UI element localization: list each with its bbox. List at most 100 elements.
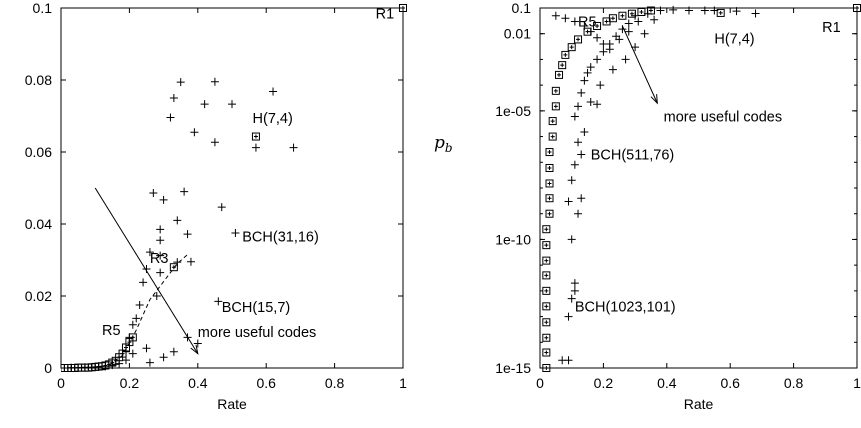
- x-tick-label: 0.4: [657, 375, 677, 391]
- plus-point: [132, 314, 141, 323]
- plus-point: [570, 112, 579, 121]
- plus-point: [656, 6, 665, 15]
- plus-point: [228, 100, 236, 109]
- plus-point: [586, 98, 595, 107]
- square-point: [399, 4, 407, 12]
- square-point: [618, 11, 627, 20]
- square-marker-plus: [855, 6, 859, 10]
- plus-point: [574, 209, 583, 218]
- square-marker-plus: [639, 9, 644, 14]
- plus-point: [564, 312, 573, 321]
- square-marker: [545, 163, 554, 172]
- square-marker-plus: [569, 45, 574, 50]
- square-marker-plus: [648, 8, 653, 13]
- square-point: [593, 21, 602, 30]
- square-marker-plus: [544, 304, 549, 309]
- y-tick-label: 1e-10: [495, 231, 531, 247]
- square-marker: [555, 70, 564, 79]
- x-tick-label: 0.8: [784, 375, 804, 391]
- square-marker-plus: [253, 134, 258, 139]
- plus-point: [621, 55, 630, 64]
- arrow-head: [650, 94, 658, 105]
- square-marker-plus: [563, 52, 568, 57]
- square-marker: [548, 132, 557, 141]
- square-marker: [574, 35, 583, 44]
- square-marker-plus: [544, 243, 549, 248]
- y-tick-label: 1e-05: [495, 103, 531, 119]
- plus-point: [684, 6, 693, 15]
- square-marker: [558, 61, 567, 70]
- square-marker-plus: [560, 63, 565, 68]
- square-point: [542, 271, 551, 280]
- square-marker-plus: [547, 181, 552, 186]
- square-marker-plus: [585, 29, 590, 34]
- square-marker-plus: [544, 227, 549, 232]
- square-marker-plus: [547, 211, 552, 216]
- square-marker: [627, 9, 636, 18]
- square-point: [542, 241, 551, 250]
- square-marker: [542, 364, 551, 372]
- square-marker-plus: [61, 366, 63, 370]
- y-tick-label: 0.04: [25, 216, 52, 232]
- plus-point: [159, 195, 168, 204]
- square-marker-plus: [547, 165, 552, 170]
- plus-point: [570, 160, 579, 169]
- square-point: [545, 163, 554, 172]
- square-marker-plus: [544, 273, 549, 278]
- x-tick-label: 0: [57, 375, 65, 391]
- plus-point: [751, 9, 760, 18]
- plus-point: [599, 47, 608, 56]
- square-marker-plus: [547, 150, 552, 155]
- square-marker: [618, 11, 627, 20]
- plus-point: [634, 17, 643, 26]
- square-marker-plus: [544, 320, 549, 325]
- square-point: [548, 132, 557, 141]
- x-tick-label: 1: [399, 375, 407, 391]
- square-point: [627, 9, 636, 18]
- square-point: [567, 43, 576, 52]
- square-point: [545, 194, 554, 203]
- plus-point: [608, 65, 617, 74]
- plus-point: [193, 339, 202, 348]
- plus-point: [152, 292, 161, 300]
- plus-point: [159, 353, 168, 362]
- dashed-curve: [108, 254, 188, 366]
- plus-point: [551, 11, 560, 20]
- plot-area: [542, 4, 861, 372]
- plus-point: [289, 143, 298, 152]
- x-tick-label: 0.4: [188, 375, 208, 391]
- plus-point: [612, 32, 621, 41]
- arrow-line: [621, 25, 658, 104]
- plot-area: [61, 4, 407, 372]
- plus-point: [577, 88, 586, 97]
- square-marker: [637, 7, 646, 16]
- plus-point: [570, 286, 579, 295]
- plus-point: [567, 176, 576, 185]
- plus-point: [583, 68, 592, 77]
- annotation-label: R1: [822, 20, 841, 36]
- annotation-label: H(7,4): [714, 32, 754, 48]
- square-marker-plus: [550, 134, 555, 139]
- square-point: [542, 364, 551, 372]
- plus-point: [624, 19, 633, 28]
- square-point: [555, 70, 564, 79]
- plus-point: [217, 203, 226, 212]
- square-marker-plus: [610, 16, 615, 21]
- y-tick-label: 0.1: [512, 0, 532, 16]
- plus-point: [732, 7, 741, 16]
- square-marker-plus: [553, 104, 558, 109]
- square-point: [542, 333, 551, 342]
- square-marker: [608, 14, 617, 23]
- square-marker: [542, 286, 551, 295]
- square-marker: [542, 302, 551, 311]
- plus-point: [231, 229, 240, 237]
- plus-point: [574, 138, 583, 147]
- square-point: [169, 263, 178, 272]
- square-marker: [399, 4, 407, 12]
- x-tick-label: 0: [536, 375, 544, 391]
- square-marker: [545, 209, 554, 218]
- square-marker-plus: [718, 10, 723, 15]
- plot-frame: [60, 7, 404, 369]
- x-tick-label: 1: [853, 375, 861, 391]
- square-point: [608, 14, 617, 23]
